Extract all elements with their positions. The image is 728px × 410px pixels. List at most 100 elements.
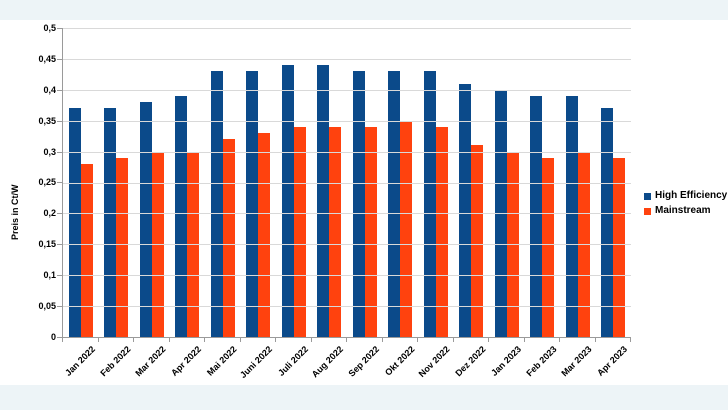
bar-group [241, 28, 277, 337]
x-tick-label: Feb 2022 [98, 344, 133, 379]
bar-group [205, 28, 241, 337]
y-tick-label: 0,5 [43, 23, 56, 33]
x-tick-mark [169, 338, 170, 342]
legend-item-mainstream: Mainstream [644, 205, 727, 217]
x-tick-mark [204, 338, 205, 342]
x-tick-label: Juli 2022 [275, 344, 310, 378]
legend-swatch-mainstream-icon [644, 207, 651, 215]
bar-high-efficiency [281, 65, 294, 337]
bar-mainstream [151, 151, 164, 337]
x-tick-label: Feb 2023 [524, 344, 559, 379]
gridline [63, 275, 631, 277]
y-tick-label: 0,15 [38, 239, 56, 249]
gridline [63, 120, 631, 122]
y-tick-label: 0,2 [43, 208, 56, 218]
y-tick-mark [57, 152, 62, 153]
x-tick-mark [240, 338, 241, 342]
gridline [63, 58, 631, 60]
x-tick-label: Juni 2022 [238, 344, 275, 381]
bar-group [63, 28, 99, 337]
bar-high-efficiency [246, 71, 259, 337]
x-tick-label: Jan 2022 [62, 344, 97, 378]
gridline [63, 306, 631, 308]
plot-area [62, 28, 631, 338]
bar-mainstream [435, 126, 448, 337]
bar-mainstream [187, 151, 200, 337]
legend-label-high-efficiency: High Efficiency [655, 190, 728, 201]
y-tick-mark [57, 275, 62, 276]
bar-mainstream [506, 151, 519, 337]
bar-group [596, 28, 632, 337]
bar-groups [63, 28, 631, 337]
legend: High Efficiency Mainstream [644, 190, 727, 220]
bar-mainstream [329, 126, 342, 337]
bar-group [312, 28, 348, 337]
bar-mainstream [364, 126, 377, 337]
bar-mainstream [222, 139, 235, 337]
bar-mainstream [293, 126, 306, 337]
x-tick-mark [559, 338, 560, 342]
bar-high-efficiency [175, 95, 188, 337]
gridline [63, 28, 631, 29]
bar-group [383, 28, 419, 337]
y-tick-label: 0,1 [43, 270, 56, 280]
y-tick-label: 0,3 [43, 147, 56, 157]
y-tick-label: 0,45 [38, 54, 56, 64]
x-tick-mark [275, 338, 276, 342]
bar-mainstream [613, 157, 626, 337]
x-tick-mark [595, 338, 596, 342]
x-tick-mark [133, 338, 134, 342]
bar-high-efficiency [459, 83, 472, 337]
y-tick-label: 0 [50, 332, 56, 342]
bar-high-efficiency [317, 65, 330, 337]
x-tick-mark [311, 338, 312, 342]
y-tick-mark [57, 121, 62, 122]
bar-high-efficiency [423, 71, 436, 337]
x-tick-label: Sep 2022 [346, 344, 381, 379]
y-tick-mark [57, 244, 62, 245]
bar-high-efficiency [210, 71, 223, 337]
x-tick-label: Mar 2023 [559, 344, 594, 379]
bar-mainstream [577, 151, 590, 337]
x-tick-mark [98, 338, 99, 342]
x-tick-label: Mar 2022 [133, 344, 168, 379]
bar-group [170, 28, 206, 337]
bar-high-efficiency [352, 71, 365, 337]
y-tick-label: 0,05 [38, 301, 56, 311]
x-tick-mark [382, 338, 383, 342]
bar-high-efficiency [104, 108, 117, 337]
y-tick-label: 0,35 [38, 116, 56, 126]
bar-mainstream [400, 120, 413, 337]
y-tick-mark [57, 306, 62, 307]
bar-group [99, 28, 135, 337]
x-tick-mark [524, 338, 525, 342]
y-tick-mark [57, 213, 62, 214]
legend-label-mainstream: Mainstream [655, 205, 711, 216]
legend-item-high-efficiency: High Efficiency [644, 190, 727, 202]
x-tick-label: Nov 2022 [416, 344, 452, 380]
bar-group [525, 28, 561, 337]
x-tick-mark [630, 338, 631, 342]
bar-group [418, 28, 454, 337]
y-tick-mark [57, 90, 62, 91]
bar-mainstream [258, 133, 271, 337]
x-tick-label: Apr 2022 [169, 344, 204, 378]
x-tick-label: Mai 2022 [205, 344, 239, 378]
bar-mainstream [116, 157, 129, 337]
x-tick-label: Aug 2022 [309, 344, 346, 380]
x-tick-mark [346, 338, 347, 342]
bar-mainstream [471, 145, 484, 337]
bar-high-efficiency [139, 102, 152, 337]
y-tick-label: 0,25 [38, 177, 56, 187]
bar-group [347, 28, 383, 337]
x-tick-label: Dez 2022 [453, 344, 488, 379]
legend-swatch-high-efficiency-icon [644, 192, 651, 200]
y-tick-mark [57, 182, 62, 183]
x-tick-mark [453, 338, 454, 342]
gridline [63, 151, 631, 153]
gridline [63, 244, 631, 246]
y-tick-mark [57, 337, 62, 338]
y-tick-label: 0,4 [43, 85, 56, 95]
bar-mainstream [80, 163, 93, 337]
